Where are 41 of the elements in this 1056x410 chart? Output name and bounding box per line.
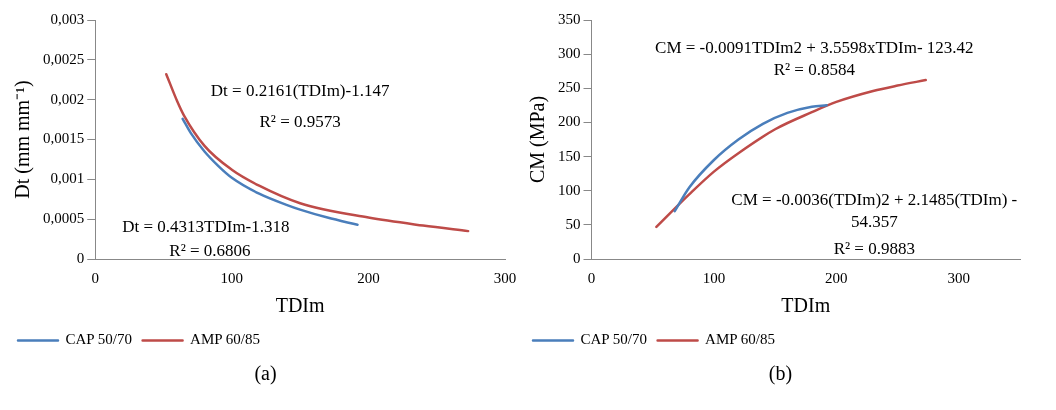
x-tick-label: 300	[493, 269, 517, 286]
annotation: R² = 0.6806	[169, 241, 251, 261]
y-tick-label: 250	[558, 79, 581, 96]
annotation: CM = -0.0036(TDIm)2 + 2.1485(TDIm) - 54.357	[731, 189, 1018, 231]
y-tick-label: 0,0015	[43, 130, 85, 147]
y-tick-label: 0,0005	[43, 210, 85, 227]
annotation: R² = 0.8584	[773, 59, 856, 79]
x-tick-label: 100	[702, 269, 726, 286]
y-tick-label: 0,001	[50, 170, 85, 187]
x-axis-title: TDIm	[781, 294, 831, 317]
x-tick-label: 0	[587, 269, 596, 286]
text: (b)	[767, 362, 794, 385]
text: (a)	[253, 362, 278, 385]
y-tick-label: 0,0025	[43, 50, 85, 67]
y-axis-title: Dt (mm mm⁻¹)	[11, 80, 35, 199]
y-tick-label: 0	[573, 249, 581, 266]
y-tick-label: 100	[558, 181, 581, 198]
annotation: CM = -0.0091TDIm2 + 3.5598xTDIm- 123.42	[655, 38, 974, 58]
y-tick-label: 0,002	[50, 90, 85, 107]
x-tick-label: 300	[947, 269, 971, 286]
x-tick-label: 0	[91, 269, 99, 286]
annotation: Dt = 0.2161(TDIm)-1.147	[210, 81, 390, 101]
annotation: Dt = 0.4313TDIm-1.318	[122, 217, 290, 237]
x-tick-label: 200	[825, 269, 848, 286]
y-tick-label: 200	[558, 113, 581, 130]
legend-label: CAP 50/70	[65, 331, 133, 348]
legend-label: AMP 60/85	[190, 331, 260, 348]
annotation: R² = 0.9883	[833, 238, 915, 258]
y-tick-label: 150	[558, 147, 581, 164]
y-axis-title: CM (MPa)	[526, 95, 550, 184]
annotation: R² = 0.9573	[259, 112, 341, 132]
legend-label: CAP 50/70	[580, 331, 648, 348]
y-tick-label: 0	[76, 249, 85, 266]
y-tick-label: 50	[565, 215, 581, 232]
x-axis-title: TDIm	[275, 294, 325, 317]
y-tick-label: 300	[558, 45, 581, 62]
y-tick-label: 0,003	[50, 10, 85, 27]
legend-label: AMP 60/85	[705, 331, 775, 348]
x-tick-label: 100	[220, 269, 244, 286]
y-tick-label: 350	[558, 10, 581, 27]
x-tick-label: 200	[357, 269, 380, 286]
